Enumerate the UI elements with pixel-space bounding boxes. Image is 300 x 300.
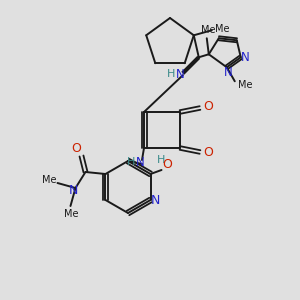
Text: N: N bbox=[136, 155, 144, 169]
Text: O: O bbox=[71, 142, 81, 154]
Text: H: H bbox=[157, 155, 166, 165]
Text: O: O bbox=[163, 158, 172, 172]
Text: O: O bbox=[203, 100, 213, 113]
Text: N: N bbox=[240, 51, 249, 64]
Text: N: N bbox=[69, 184, 78, 196]
Text: Me: Me bbox=[64, 209, 79, 219]
Text: H: H bbox=[167, 69, 175, 79]
Text: O: O bbox=[203, 146, 213, 160]
Text: N: N bbox=[176, 68, 184, 81]
Text: Me: Me bbox=[238, 80, 252, 90]
Text: N: N bbox=[151, 194, 160, 208]
Text: Me: Me bbox=[214, 24, 229, 34]
Text: H: H bbox=[127, 157, 135, 167]
Text: N: N bbox=[224, 66, 232, 79]
Text: Me: Me bbox=[42, 175, 57, 185]
Text: Me: Me bbox=[200, 25, 215, 35]
